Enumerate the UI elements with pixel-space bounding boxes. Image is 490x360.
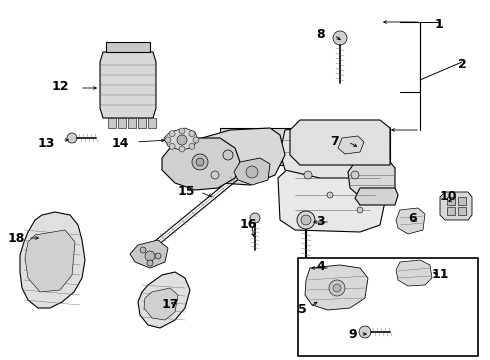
Bar [447,207,455,215]
Ellipse shape [177,135,187,145]
Ellipse shape [179,128,185,134]
Bar [458,207,466,215]
Ellipse shape [147,260,153,266]
Text: 17: 17 [162,298,179,311]
Polygon shape [440,192,472,220]
Ellipse shape [165,137,171,143]
Text: 9: 9 [348,328,357,341]
Polygon shape [348,162,395,195]
Text: 14: 14 [112,137,129,150]
Text: 1: 1 [435,18,444,31]
Polygon shape [138,118,146,128]
Polygon shape [290,120,390,165]
Polygon shape [278,162,390,232]
Ellipse shape [211,171,219,179]
Polygon shape [108,118,116,128]
Ellipse shape [169,131,175,137]
Ellipse shape [193,137,199,143]
Polygon shape [280,122,390,178]
Ellipse shape [351,171,359,179]
Ellipse shape [189,131,195,137]
Text: 5: 5 [298,303,307,316]
Polygon shape [234,158,270,185]
Text: 2: 2 [458,58,467,71]
Text: 11: 11 [432,268,449,281]
Text: 7: 7 [330,135,339,148]
Polygon shape [106,42,150,52]
Polygon shape [355,188,398,205]
Polygon shape [162,138,240,190]
Ellipse shape [297,211,315,229]
Text: 3: 3 [316,215,325,228]
Polygon shape [396,208,425,234]
Text: 8: 8 [316,28,325,41]
Ellipse shape [189,143,195,149]
Bar [298,258,478,356]
Ellipse shape [145,251,155,261]
Ellipse shape [140,247,146,253]
Ellipse shape [304,171,312,179]
Ellipse shape [67,133,77,143]
Polygon shape [148,118,156,128]
Text: 10: 10 [440,190,458,203]
Ellipse shape [155,253,161,259]
Text: 18: 18 [8,232,25,245]
Bar [458,197,466,205]
Polygon shape [396,260,432,286]
Ellipse shape [329,280,345,296]
Polygon shape [338,136,364,154]
Ellipse shape [333,31,347,45]
Polygon shape [164,128,198,150]
Ellipse shape [357,207,363,213]
Ellipse shape [327,192,333,198]
Ellipse shape [333,284,341,292]
Polygon shape [305,265,368,310]
Polygon shape [144,288,178,320]
Ellipse shape [179,146,185,152]
Polygon shape [185,128,285,185]
Text: 4: 4 [316,260,325,273]
Polygon shape [138,272,190,328]
Text: 13: 13 [38,137,55,150]
Ellipse shape [196,158,204,166]
Polygon shape [20,212,85,308]
Text: 15: 15 [178,185,196,198]
Polygon shape [118,118,126,128]
Ellipse shape [192,154,208,170]
Text: 16: 16 [240,218,257,231]
Ellipse shape [359,326,371,338]
Ellipse shape [223,150,233,160]
Bar [447,197,455,205]
Polygon shape [220,128,390,165]
Polygon shape [130,240,168,268]
Polygon shape [100,52,156,118]
Ellipse shape [246,166,258,178]
Ellipse shape [301,215,311,225]
Ellipse shape [250,213,260,223]
Polygon shape [25,230,75,292]
Ellipse shape [299,263,313,277]
Text: 12: 12 [52,80,70,93]
Ellipse shape [169,143,175,149]
Text: 6: 6 [408,212,416,225]
Polygon shape [128,118,136,128]
